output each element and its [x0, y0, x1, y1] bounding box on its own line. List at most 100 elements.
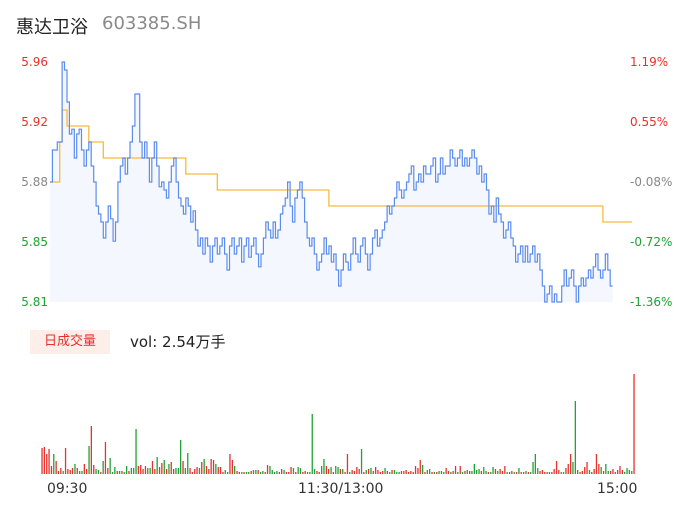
volume-bar [367, 469, 370, 474]
volume-bar [168, 464, 170, 474]
volume-bar [612, 469, 614, 474]
volume-bar [128, 471, 130, 474]
volume-bar [438, 471, 440, 474]
volume-bar [389, 472, 391, 474]
volume-bar [450, 472, 452, 474]
volume-bar [262, 471, 264, 474]
volume-bar [69, 470, 71, 474]
volume-bar [330, 467, 332, 474]
volume-bar [410, 471, 412, 474]
time-tick-label: 15:00 [597, 481, 638, 497]
volume-bar [621, 470, 623, 474]
volume-bar [628, 470, 630, 474]
volume-bar [551, 472, 553, 474]
volume-bar [339, 469, 341, 474]
stock-name: 惠达卫浴 [16, 17, 88, 38]
volume-bar [541, 470, 544, 474]
volume-bar [100, 472, 102, 474]
volume-bar [104, 442, 107, 474]
volume-bar [372, 471, 374, 474]
volume-bar [377, 470, 379, 474]
volume-bar [196, 467, 198, 474]
volume-bar [309, 472, 311, 474]
volume-bar [382, 471, 384, 474]
percent-tick-label: -0.72% [630, 235, 673, 249]
volume-bar [365, 470, 367, 474]
volume-bar [299, 468, 302, 474]
price-line [50, 61, 613, 303]
volume-bar [156, 457, 158, 474]
volume-bar [64, 448, 67, 474]
volume-bar [116, 471, 118, 474]
volume-bar [353, 471, 356, 474]
volume-bar [321, 466, 323, 474]
volume-bar [264, 472, 266, 474]
volume-bar [499, 469, 501, 474]
volume-bar [182, 461, 184, 474]
volume-bar [212, 460, 215, 474]
volume-bar [570, 454, 572, 474]
volume-bar [283, 470, 285, 474]
volume-bar [581, 471, 583, 474]
volume-bar [278, 472, 280, 474]
volume-bar [323, 459, 325, 474]
volume-bar [229, 454, 231, 474]
volume-bar [553, 469, 555, 474]
volume-bar [614, 472, 616, 474]
volume-bar [257, 470, 259, 474]
volume-bar [123, 472, 125, 474]
volume-bar [102, 461, 104, 474]
volume-bar [436, 472, 438, 474]
volume-bar [447, 471, 450, 474]
volume-bar [137, 466, 139, 474]
volume-bar [231, 460, 233, 474]
volume-bar [313, 469, 316, 474]
volume-bar [358, 469, 360, 474]
volume-bar [187, 453, 189, 474]
volume-bar [346, 454, 349, 474]
volume-bar [417, 468, 419, 474]
volume-bar [191, 472, 193, 474]
volume-bar [431, 472, 433, 474]
volume-bar [306, 472, 309, 474]
volume-bar [483, 467, 485, 474]
volume-bar [126, 466, 128, 474]
volume-bar [135, 429, 137, 474]
volume-bar [370, 468, 372, 474]
volume-bar [518, 468, 520, 474]
volume-bar [405, 470, 407, 474]
volume-bars [41, 374, 635, 474]
volume-bar [259, 472, 262, 474]
volume-bar [224, 470, 226, 474]
volume-bar [57, 471, 60, 474]
volume-bar [572, 462, 574, 474]
volume-bar [607, 471, 609, 474]
volume-bar [443, 472, 445, 474]
volume-bar [149, 468, 151, 474]
volume-bar [67, 469, 69, 474]
volume-bar [558, 470, 560, 474]
volume-bar [165, 469, 168, 474]
volume-bar [511, 471, 513, 474]
volume-bar [236, 471, 238, 474]
volume-bar [523, 472, 525, 474]
volume-bar [555, 461, 558, 474]
volume-bar [445, 468, 447, 474]
daily-volume-tab[interactable]: 日成交量 [30, 330, 110, 354]
volume-bar [532, 462, 534, 474]
volume-bar [81, 471, 83, 474]
volume-bar [506, 472, 508, 474]
volume-bar [217, 467, 219, 474]
volume-bar [292, 468, 295, 474]
volume-bar [234, 466, 236, 474]
volume-bar [400, 471, 403, 474]
volume-bar [525, 471, 527, 474]
volume-bar [602, 471, 605, 474]
volume-bar [422, 465, 424, 474]
volume-bar [534, 454, 536, 474]
percent-tick-label: -1.36% [630, 295, 673, 309]
volume-bar [208, 469, 210, 474]
volume-bar [328, 469, 330, 474]
volume-bar [337, 467, 339, 474]
